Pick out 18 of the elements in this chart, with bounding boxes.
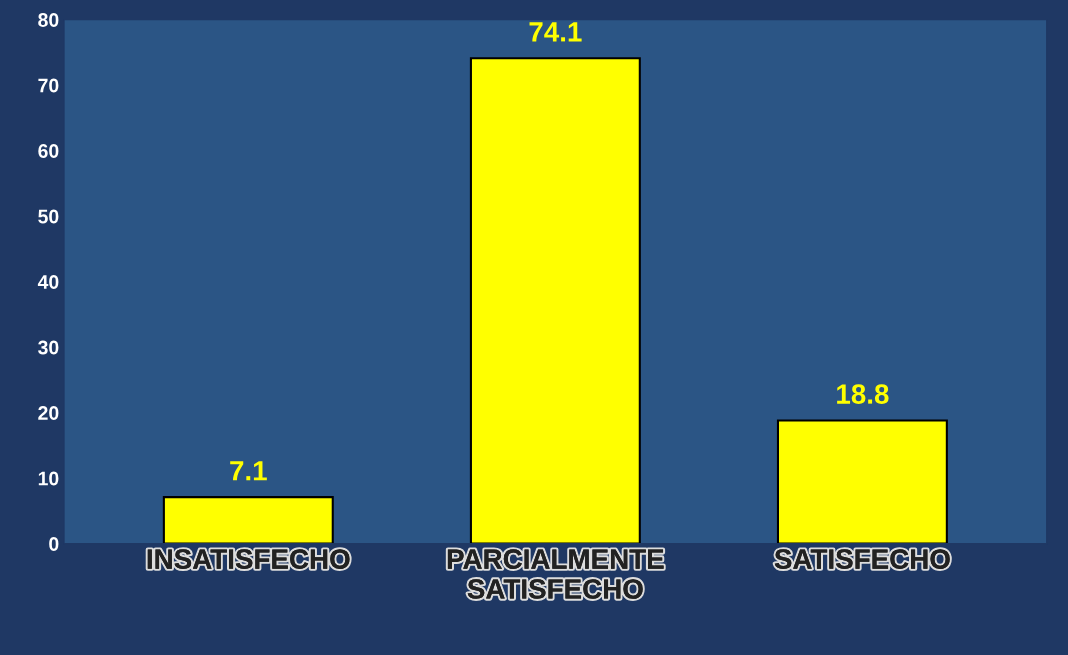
data-label: 18.8 (837, 384, 889, 404)
bar (469, 57, 641, 544)
x-tick-label: INSATISFECHO (147, 549, 350, 569)
x-tick-label: SATISFECHO (774, 549, 950, 569)
y-tick-label: 70 (38, 78, 59, 93)
y-tick-label: 10 (38, 471, 59, 486)
y-tick-label: 60 (38, 144, 59, 158)
y-tick-label: 30 (38, 340, 59, 355)
y-tick-label: 20 (38, 406, 59, 420)
y-tick-label: 0 (49, 537, 59, 551)
x-tick-label: PARCIALMENTE SATISFECHO (447, 549, 664, 599)
y-tick-label: 50 (38, 209, 59, 224)
data-label: 74.1 (529, 22, 582, 42)
y-tick-label: 40 (37, 275, 59, 289)
bar (162, 496, 334, 544)
y-tick-label: 80 (38, 13, 59, 27)
data-label: 7.1 (230, 461, 267, 481)
bar (776, 419, 948, 544)
